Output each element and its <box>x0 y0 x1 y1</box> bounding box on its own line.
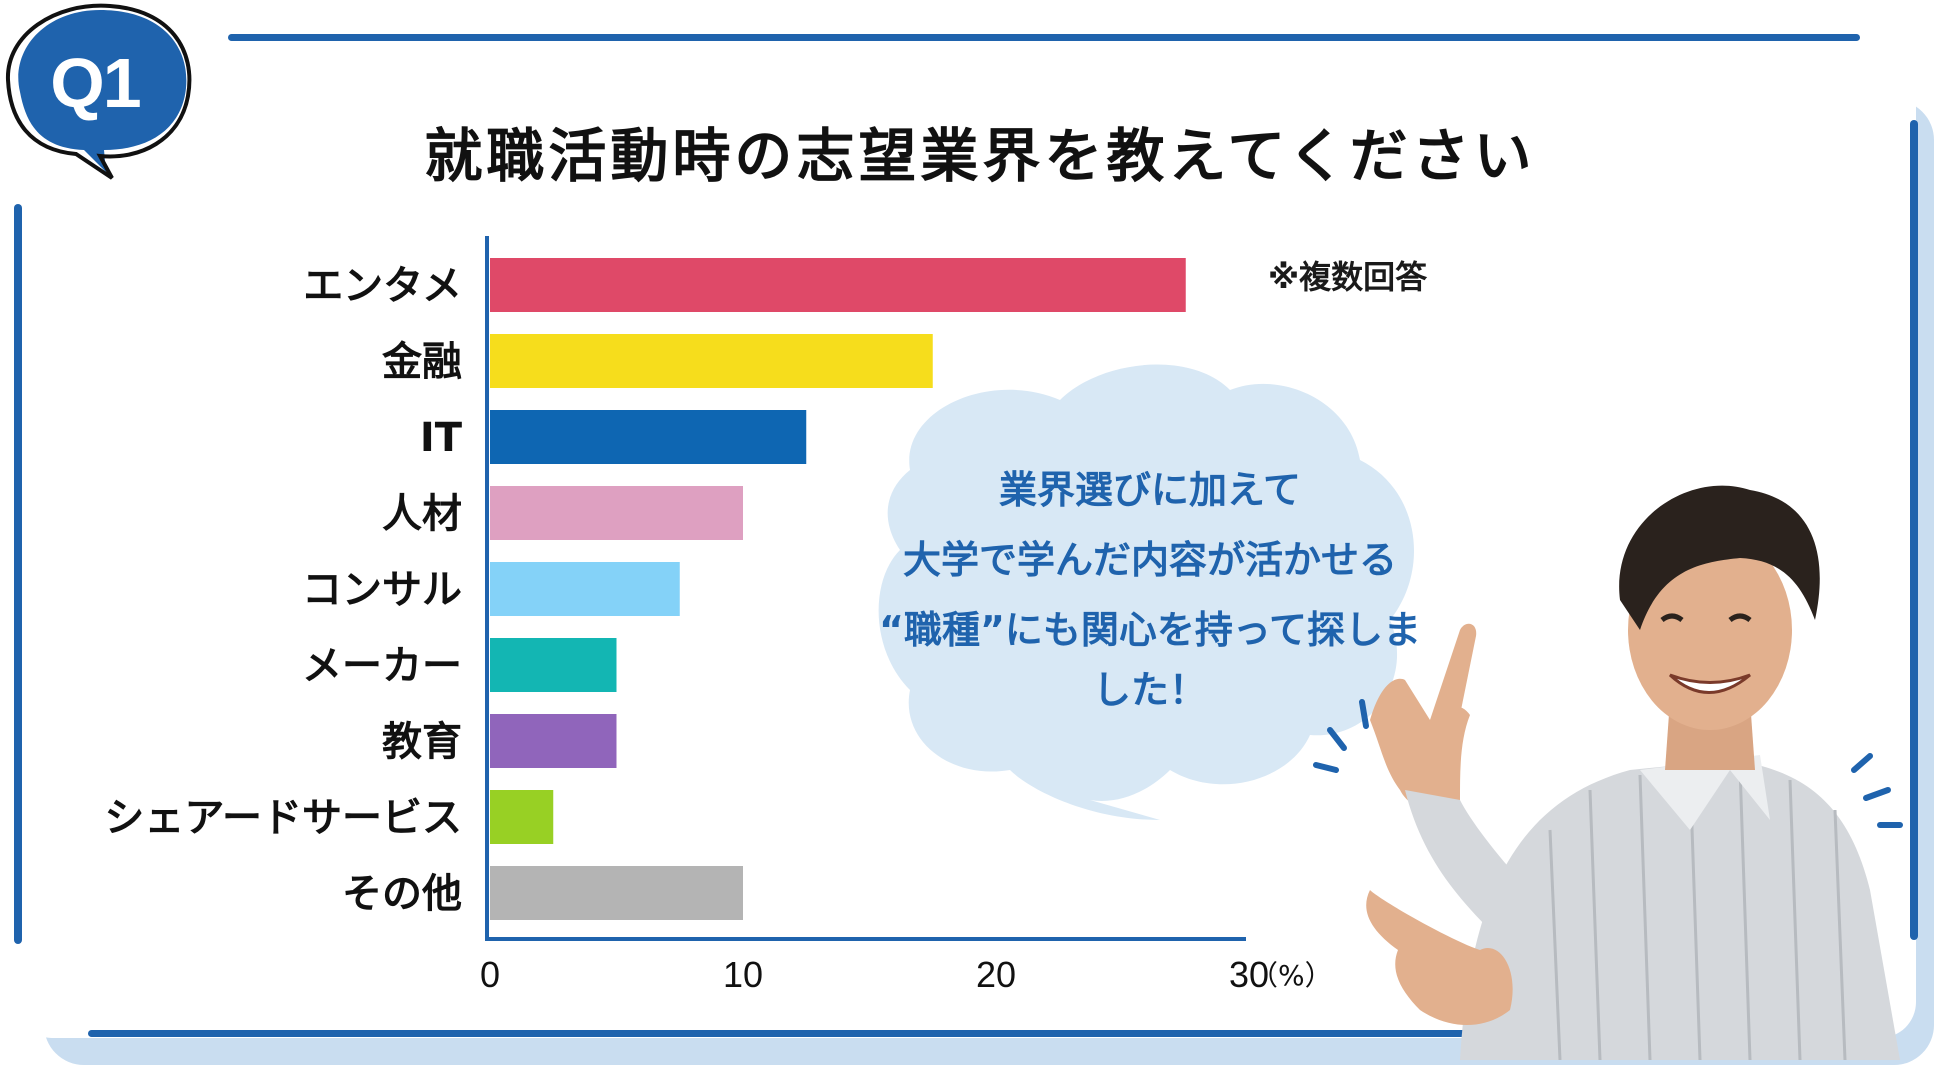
bar-6 <box>490 714 617 768</box>
frame-rule-top <box>228 34 1860 41</box>
bubble-line-3: “職種”にも関心を持って探しました！ <box>878 608 1422 712</box>
bubble-line-1: 業界選びに加えて <box>998 468 1302 512</box>
speech-bubble <box>878 364 1414 820</box>
bar-4 <box>490 562 680 616</box>
frame-rule-right <box>1910 120 1918 940</box>
x-tick-label-1: 10 <box>723 954 763 995</box>
category-label-7: シェアードサービス <box>104 795 462 841</box>
bar-2 <box>490 410 807 464</box>
category-label-6: 教育 <box>382 719 462 765</box>
x-tick-label-2: 20 <box>976 954 1016 995</box>
bubble-line-2: 大学で学んだ内容が活かせる <box>902 538 1397 582</box>
frame-rule-bottom <box>88 1030 1860 1037</box>
category-label-8: その他 <box>342 871 462 917</box>
question-number: Q1 <box>50 44 141 122</box>
x-axis-unit: （%） <box>1250 959 1333 992</box>
bar-1 <box>490 334 933 388</box>
bar-0 <box>490 258 1186 312</box>
category-label-3: 人材 <box>382 491 462 537</box>
category-label-4: コンサル <box>302 567 462 613</box>
page-title: 就職活動時の志望業界を教えてください <box>424 122 1536 190</box>
question-badge-icon <box>5 3 192 180</box>
category-label-1: 金融 <box>381 339 462 385</box>
category-label-2: IT <box>420 415 463 461</box>
tick-labels: 0 10 20 30 <box>480 954 1269 995</box>
bar-7 <box>490 790 554 844</box>
category-label-0: エンタメ <box>303 263 462 309</box>
bar-8 <box>490 866 743 920</box>
frame-rule-left <box>14 204 22 944</box>
emphasis-marks-icon <box>1313 699 1903 828</box>
x-tick-label-0: 0 <box>480 954 500 995</box>
bar-5 <box>490 638 617 692</box>
bar-3 <box>490 486 743 540</box>
student-photo <box>1313 485 1903 1060</box>
multiple-answer-note: ※複数回答 <box>1268 258 1428 296</box>
category-label-5: メーカー <box>302 643 462 689</box>
x-tick-label-3: 30 <box>1229 954 1269 995</box>
bars-group <box>490 258 1186 920</box>
